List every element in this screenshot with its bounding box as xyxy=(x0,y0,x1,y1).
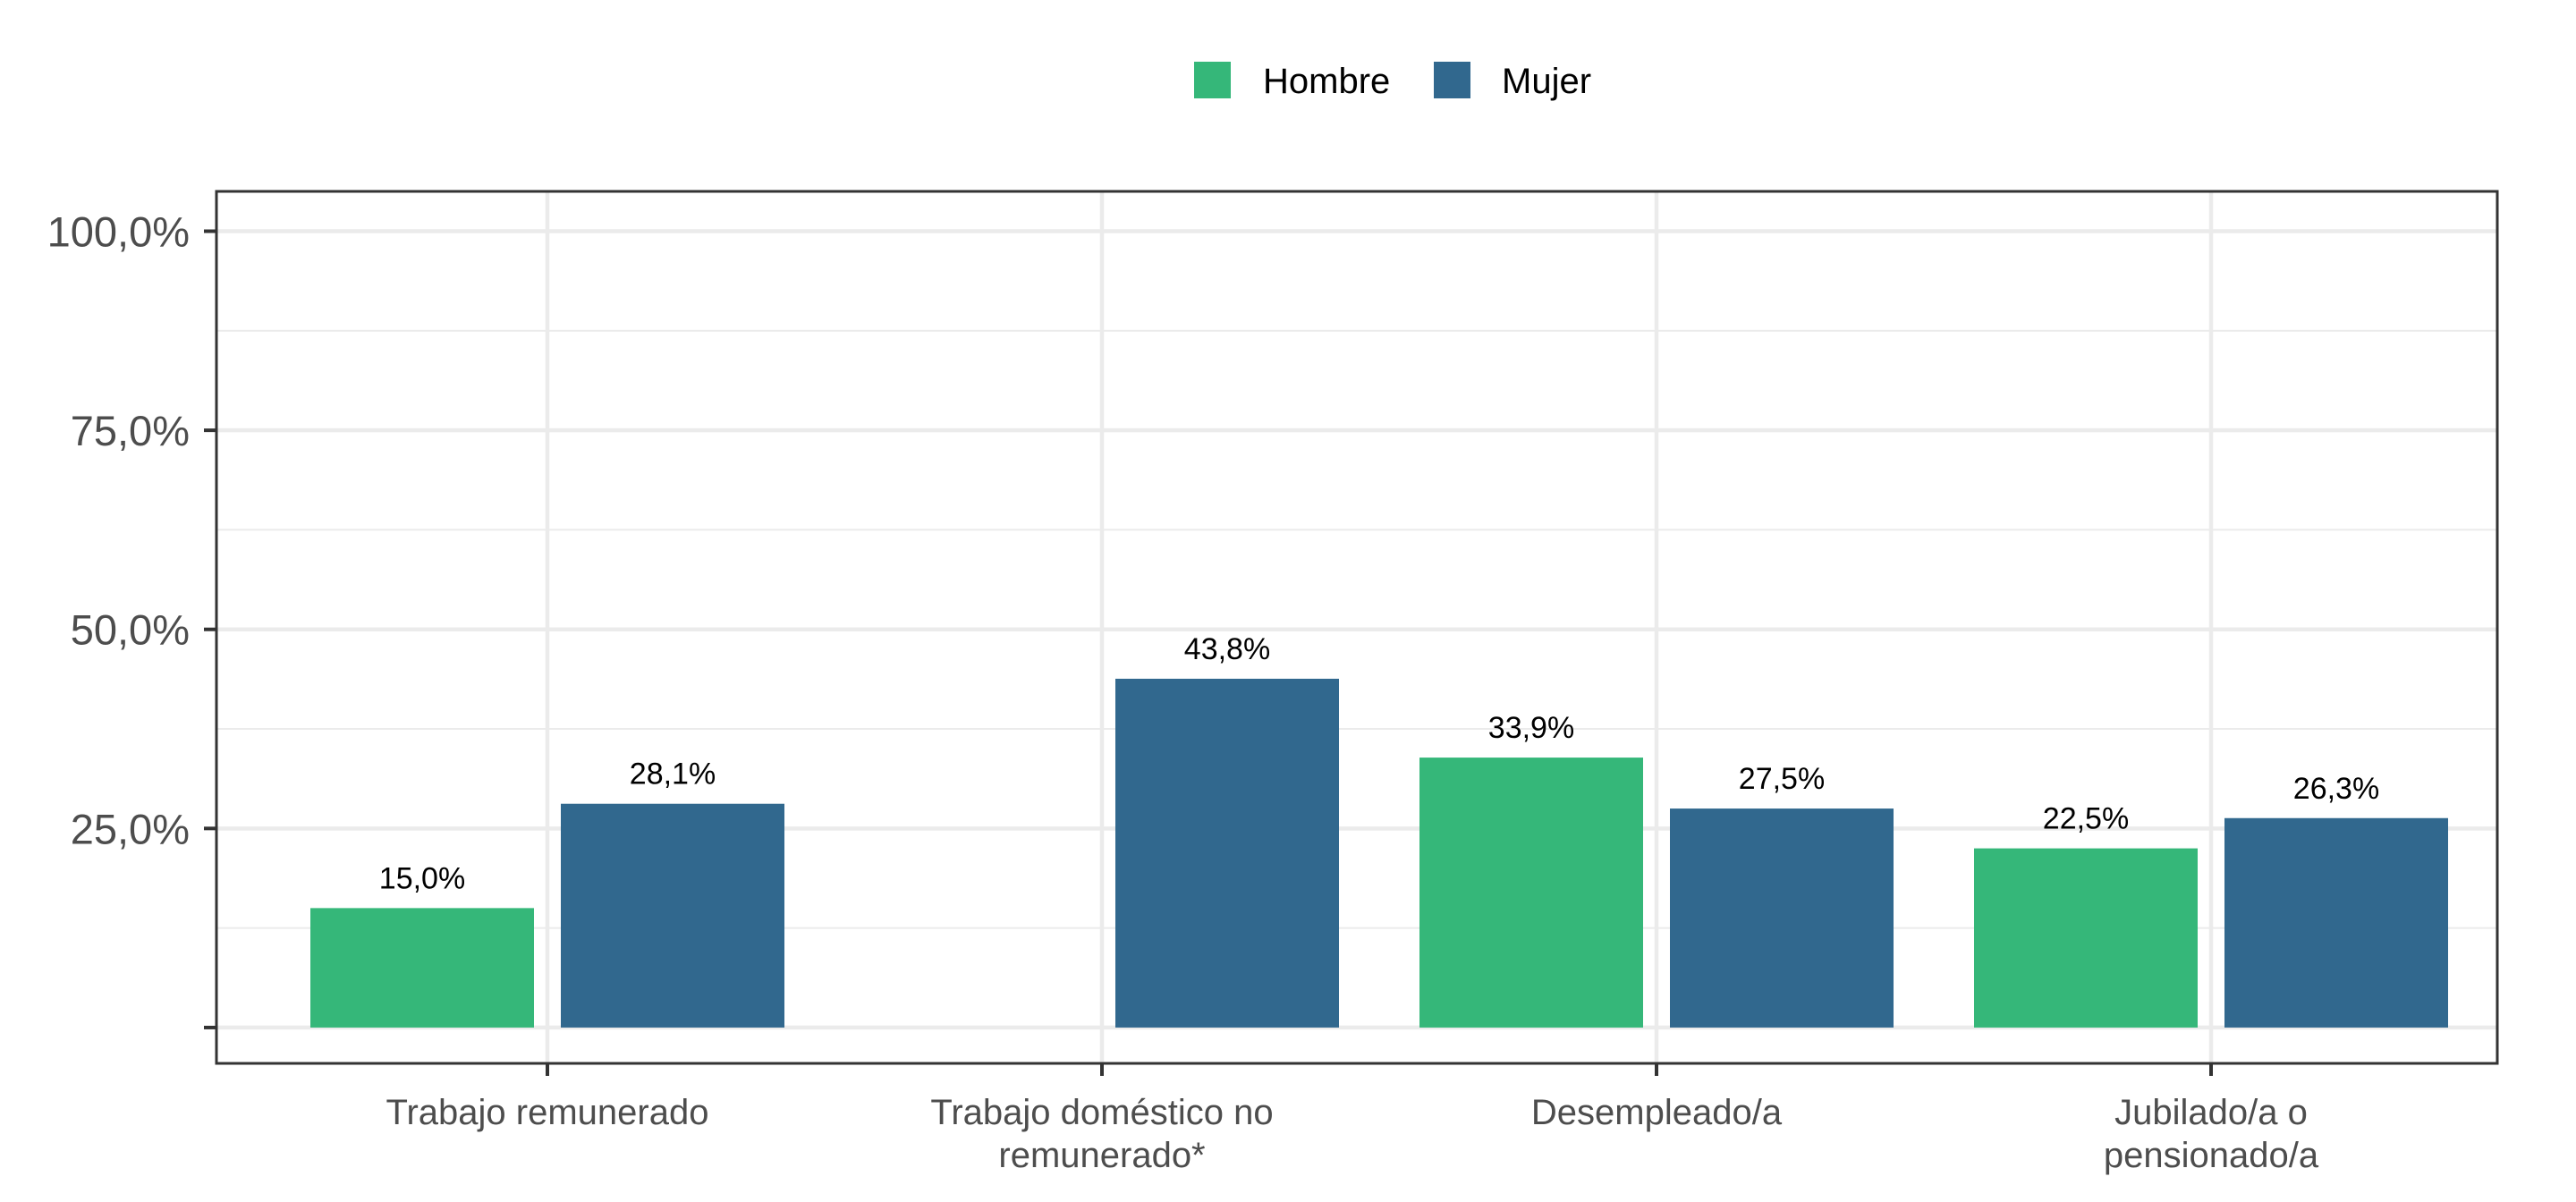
data-label: 27,5% xyxy=(1739,762,1825,796)
bar-hombre xyxy=(1974,848,2198,1028)
x-tick-label: Desempleado/a xyxy=(1531,1093,1783,1132)
legend-swatch-hombre xyxy=(1194,62,1231,98)
x-tick-label-line: Trabajo remunerado xyxy=(386,1093,709,1132)
bar-hombre xyxy=(1419,758,1643,1028)
data-label: 43,8% xyxy=(1184,632,1270,666)
bar-hombre xyxy=(310,908,534,1028)
x-tick-label-line: Trabajo doméstico no xyxy=(930,1093,1273,1132)
y-axis: 25,0% 50,0% 75,0% 100,0% xyxy=(47,208,216,1029)
bar-mujer xyxy=(1115,678,1339,1028)
bar-mujer xyxy=(2224,817,2448,1028)
legend-label: Hombre xyxy=(1263,62,1390,101)
x-tick-label-line: Desempleado/a xyxy=(1531,1093,1783,1132)
x-tick-label-line: Jubilado/a o xyxy=(2114,1093,2308,1132)
legend-swatch-mujer xyxy=(1434,62,1470,98)
x-tick-label: Trabajo doméstico no remunerado* xyxy=(930,1093,1273,1175)
x-tick-label: Jubilado/a o pensionado/a xyxy=(2104,1093,2319,1175)
data-label: 28,1% xyxy=(630,758,716,791)
data-label: 26,3% xyxy=(2293,772,2379,806)
bars xyxy=(310,678,2448,1028)
x-tick-label-line: pensionado/a xyxy=(2104,1136,2319,1175)
y-tick-label: 75,0% xyxy=(71,407,190,454)
data-labels: 15,0% 33,9% 22,5% 28,1% 43,8% 27,5% 26,3% xyxy=(379,632,2379,895)
data-label: 22,5% xyxy=(2043,802,2129,836)
legend: Hombre Mujer xyxy=(1194,62,1591,101)
x-tick-label-line: remunerado* xyxy=(998,1136,1205,1175)
y-tick-label: 25,0% xyxy=(71,805,190,852)
y-tick-label: 50,0% xyxy=(71,606,190,654)
data-label: 15,0% xyxy=(379,861,465,895)
bar-mujer xyxy=(1670,808,1894,1028)
data-label: 33,9% xyxy=(1488,711,1574,745)
y-tick-label: 100,0% xyxy=(47,208,190,256)
panel-border xyxy=(215,190,2499,1065)
x-axis: Trabajo remunerado Trabajo doméstico no re… xyxy=(386,1063,2319,1175)
legend-label: Mujer xyxy=(1502,62,1591,101)
x-tick-label: Trabajo remunerado xyxy=(386,1093,709,1132)
bar-mujer xyxy=(561,803,784,1028)
